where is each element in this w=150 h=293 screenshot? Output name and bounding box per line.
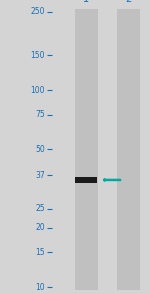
Text: 100: 100: [30, 86, 45, 95]
Text: 20: 20: [35, 223, 45, 232]
Text: 50: 50: [35, 145, 45, 154]
Text: 15: 15: [35, 248, 45, 257]
Text: 2: 2: [125, 0, 131, 4]
Text: 10: 10: [35, 283, 45, 292]
Text: 250: 250: [30, 7, 45, 16]
Text: 1: 1: [83, 0, 89, 4]
Bar: [75, 177, 97, 183]
Bar: [75, 9, 98, 290]
Text: 150: 150: [30, 51, 45, 60]
Text: 25: 25: [35, 204, 45, 213]
Bar: [117, 9, 140, 290]
Text: 37: 37: [35, 171, 45, 180]
Text: 75: 75: [35, 110, 45, 119]
